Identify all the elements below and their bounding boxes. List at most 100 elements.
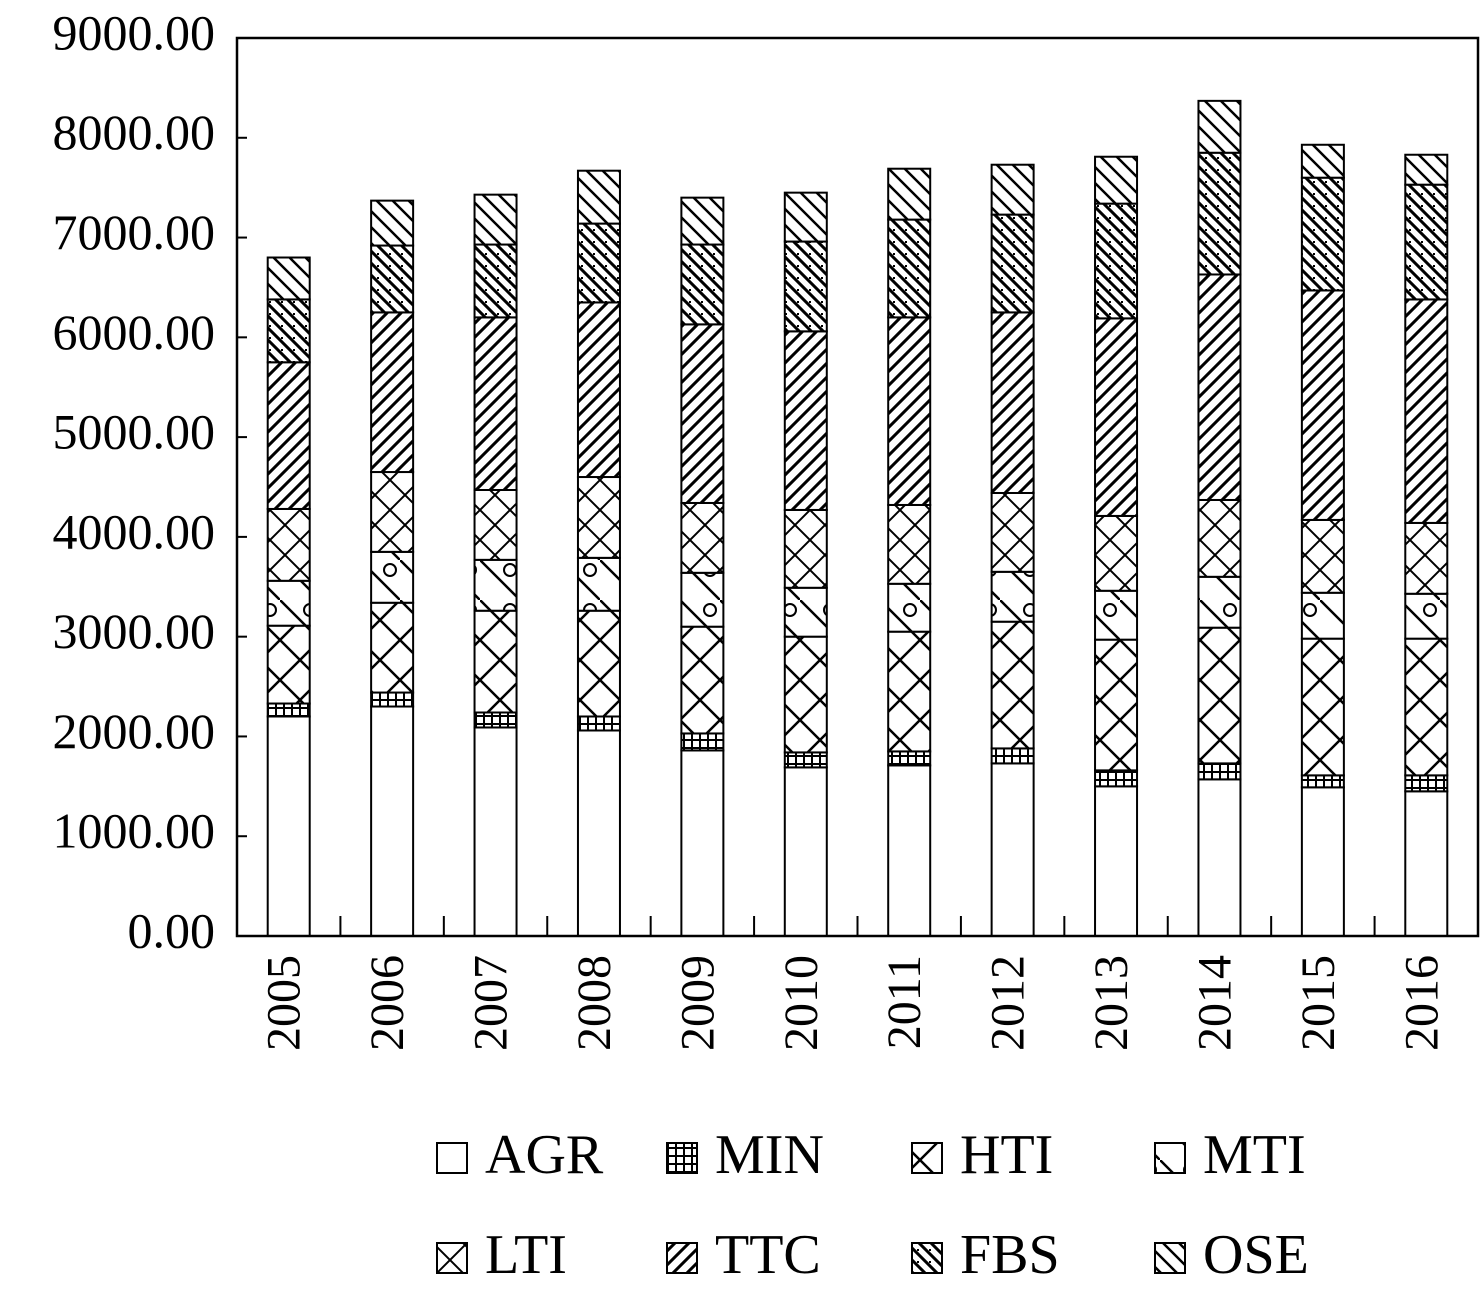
y-tick-label: 0.00	[128, 902, 216, 958]
x-tick-label: 2008	[568, 955, 621, 1051]
y-tick-label: 4000.00	[53, 503, 216, 559]
bar-segment	[1404, 637, 1449, 777]
bar-segment	[473, 711, 518, 729]
bar-segment	[266, 579, 311, 627]
bar-segment	[370, 601, 415, 694]
legend-swatch	[436, 1242, 468, 1274]
x-tick-label: 2013	[1085, 955, 1138, 1051]
y-tick-label: 6000.00	[53, 304, 216, 360]
bar-segment	[783, 508, 828, 589]
bar-segment	[1197, 575, 1242, 629]
bar-segment	[783, 330, 828, 511]
bar-segment	[1300, 637, 1345, 777]
legend-swatch	[911, 1142, 943, 1174]
legend-label: HTI	[960, 1124, 1053, 1186]
bar-segment	[576, 609, 621, 718]
bar-segment	[576, 301, 621, 479]
bar-segment	[680, 571, 725, 628]
bar-segment	[990, 620, 1035, 750]
bar-segment	[266, 256, 311, 301]
bar-segment	[576, 715, 621, 732]
bar-segment	[990, 213, 1035, 314]
bar-segment	[473, 609, 518, 714]
bar-segment	[783, 766, 828, 937]
bar-segment	[887, 218, 932, 319]
bar-segment	[990, 762, 1035, 938]
bar-segment	[1404, 592, 1449, 640]
legend-swatch	[911, 1242, 943, 1274]
bar-segment	[473, 316, 518, 491]
y-tick-label: 7000.00	[53, 204, 216, 260]
bar-segment	[1197, 498, 1242, 578]
bar-segment	[680, 732, 725, 752]
bar-segment	[680, 501, 725, 574]
bar-segment	[1094, 769, 1139, 788]
bar-segment	[680, 243, 725, 326]
bar-segment	[1404, 774, 1449, 793]
bar-segment	[370, 311, 415, 474]
bar-segment	[1094, 638, 1139, 772]
bar-segment	[473, 488, 518, 561]
bar-segment	[370, 705, 415, 937]
bar-segment	[1197, 762, 1242, 781]
bar-segment	[680, 196, 725, 246]
legend-label: FBS	[960, 1224, 1060, 1286]
bar-segment	[990, 747, 1035, 765]
legend-swatch	[1154, 1142, 1186, 1174]
x-tick-label: 2006	[361, 955, 414, 1051]
x-tick-label: 2007	[465, 955, 518, 1051]
bar-segment	[1094, 785, 1139, 937]
legend-label: MTI	[1203, 1124, 1306, 1186]
legend-label: TTC	[715, 1224, 821, 1286]
bar-segment	[783, 240, 828, 333]
bar-segment	[783, 586, 828, 638]
bar-segment	[783, 191, 828, 243]
bar-segment	[370, 550, 415, 604]
bar-segment	[576, 222, 621, 304]
y-tick-label: 5000.00	[53, 404, 216, 460]
bar-segment	[1300, 176, 1345, 292]
bar-segment	[783, 635, 828, 754]
legend-label: OSE	[1203, 1224, 1309, 1286]
bar-segment	[990, 311, 1035, 494]
bar-segment	[1300, 289, 1345, 521]
bar-segment	[266, 298, 311, 364]
bar-segment	[1197, 778, 1242, 937]
bar-segment	[680, 323, 725, 504]
y-tick-label: 2000.00	[53, 703, 216, 759]
y-tick-label: 9000.00	[53, 4, 216, 60]
bar-segment	[1404, 790, 1449, 937]
bar-segment	[576, 556, 621, 612]
bar-segment	[266, 507, 311, 582]
x-tick-label: 2015	[1292, 955, 1345, 1051]
bar-segment	[473, 193, 518, 246]
bar-segment	[473, 243, 518, 319]
bar-segment	[1197, 626, 1242, 765]
legend-label: LTI	[485, 1224, 567, 1286]
y-tick-label: 8000.00	[53, 104, 216, 160]
bar-segment	[1300, 518, 1345, 594]
bar-segment	[576, 476, 621, 559]
bar-segment	[1300, 143, 1345, 179]
bar-segment	[990, 163, 1035, 216]
bar-segment	[783, 751, 828, 769]
legend-swatch	[1154, 1242, 1186, 1274]
bar-segment	[887, 764, 932, 937]
x-tick-label: 2011	[878, 955, 931, 1049]
bar-segment	[990, 491, 1035, 573]
y-tick-label: 3000.00	[53, 603, 216, 659]
bar-segment	[887, 167, 932, 221]
bar-segment	[473, 726, 518, 937]
bar-segment	[1404, 298, 1449, 524]
x-tick-label: 2014	[1188, 955, 1241, 1051]
bar-segment	[370, 691, 415, 708]
x-tick-label: 2016	[1395, 955, 1448, 1051]
bar-segment	[473, 558, 518, 612]
legend-label: AGR	[485, 1124, 604, 1186]
bar-segment	[887, 630, 932, 753]
bar-segment	[1094, 514, 1139, 592]
bar-segment	[1094, 155, 1139, 205]
x-tick-label: 2010	[775, 955, 828, 1051]
bar-segment	[680, 749, 725, 937]
